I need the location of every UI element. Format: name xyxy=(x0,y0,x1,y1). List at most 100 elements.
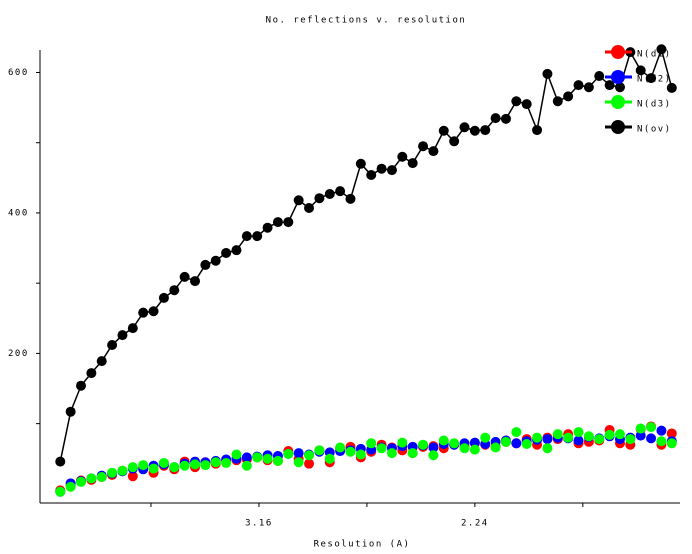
legend-label: N(d1) xyxy=(637,50,672,60)
data-point xyxy=(86,473,97,484)
data-point xyxy=(500,436,511,447)
data-point xyxy=(345,446,356,457)
data-point xyxy=(438,125,449,136)
y-tick-label: 600 xyxy=(8,68,29,78)
legend-marker xyxy=(611,70,625,84)
data-point xyxy=(272,217,283,228)
data-point xyxy=(169,462,180,473)
data-point xyxy=(511,96,522,107)
data-point xyxy=(65,406,76,417)
data-point xyxy=(210,457,221,468)
data-point xyxy=(283,448,294,459)
data-point xyxy=(511,427,522,438)
data-point xyxy=(127,471,138,482)
data-point xyxy=(542,443,553,454)
data-point xyxy=(666,428,677,439)
data-point xyxy=(293,195,304,206)
data-point xyxy=(532,432,543,443)
data-point xyxy=(666,82,677,93)
data-point xyxy=(459,122,470,133)
data-point xyxy=(138,460,149,471)
data-point xyxy=(614,82,625,93)
chart-title: No. reflections v. resolution xyxy=(266,16,467,26)
data-point xyxy=(96,356,107,367)
data-point xyxy=(552,96,563,107)
data-point xyxy=(158,292,169,303)
data-point xyxy=(469,437,480,448)
data-point xyxy=(200,460,211,471)
data-point xyxy=(469,125,480,136)
data-point xyxy=(314,193,325,204)
data-point xyxy=(283,217,294,228)
data-point xyxy=(397,151,408,162)
data-point xyxy=(335,186,346,197)
data-point xyxy=(532,125,543,136)
data-point xyxy=(656,436,667,447)
data-point xyxy=(179,460,190,471)
data-point xyxy=(324,453,335,464)
data-point xyxy=(262,222,273,233)
data-point xyxy=(96,472,107,483)
x-axis-label: Resolution (A) xyxy=(314,540,411,550)
data-point xyxy=(428,146,439,157)
data-point xyxy=(428,450,439,461)
legend-label: N(d2) xyxy=(637,75,672,85)
data-point xyxy=(335,442,346,453)
data-point xyxy=(65,481,76,492)
data-point xyxy=(656,425,667,436)
data-point xyxy=(646,433,657,444)
data-point xyxy=(552,429,563,440)
data-point xyxy=(366,438,377,449)
data-point xyxy=(127,462,138,473)
data-point xyxy=(221,247,232,258)
data-point xyxy=(521,439,532,450)
data-point xyxy=(490,113,501,124)
data-point xyxy=(355,158,366,169)
data-point xyxy=(563,432,574,443)
data-point xyxy=(107,467,118,478)
data-point xyxy=(376,163,387,174)
data-point xyxy=(314,445,325,456)
data-point xyxy=(469,444,480,455)
data-point xyxy=(293,448,304,459)
data-point xyxy=(138,307,149,318)
data-point xyxy=(386,448,397,459)
data-point xyxy=(542,68,553,79)
data-point xyxy=(573,80,584,91)
data-point xyxy=(666,438,677,449)
data-point xyxy=(252,452,263,463)
legend-marker xyxy=(611,120,625,134)
data-point xyxy=(262,453,273,464)
x-tick-label: 3.16 xyxy=(245,519,273,529)
data-point xyxy=(573,435,584,446)
data-point xyxy=(304,450,315,461)
data-point xyxy=(231,449,242,460)
data-point xyxy=(169,285,180,296)
data-point xyxy=(646,422,657,433)
data-point xyxy=(407,158,418,169)
data-point xyxy=(231,245,242,256)
data-point xyxy=(86,368,97,379)
data-point xyxy=(594,70,605,81)
legend-label: N(d3) xyxy=(637,100,672,110)
data-point xyxy=(583,431,594,442)
data-point xyxy=(324,188,335,199)
data-point xyxy=(241,231,252,242)
data-point xyxy=(635,423,646,434)
x-tick-label: 2.24 xyxy=(461,519,489,529)
data-point xyxy=(604,429,615,440)
data-point xyxy=(418,439,429,450)
data-point xyxy=(449,438,460,449)
data-point xyxy=(386,165,397,176)
data-point xyxy=(293,457,304,468)
data-point xyxy=(76,380,87,391)
data-point xyxy=(148,306,159,317)
data-point xyxy=(221,457,232,468)
data-point xyxy=(573,427,584,438)
data-point xyxy=(345,193,356,204)
data-point xyxy=(200,259,211,270)
data-point xyxy=(490,442,501,453)
data-point xyxy=(500,113,511,124)
data-point xyxy=(604,80,615,91)
